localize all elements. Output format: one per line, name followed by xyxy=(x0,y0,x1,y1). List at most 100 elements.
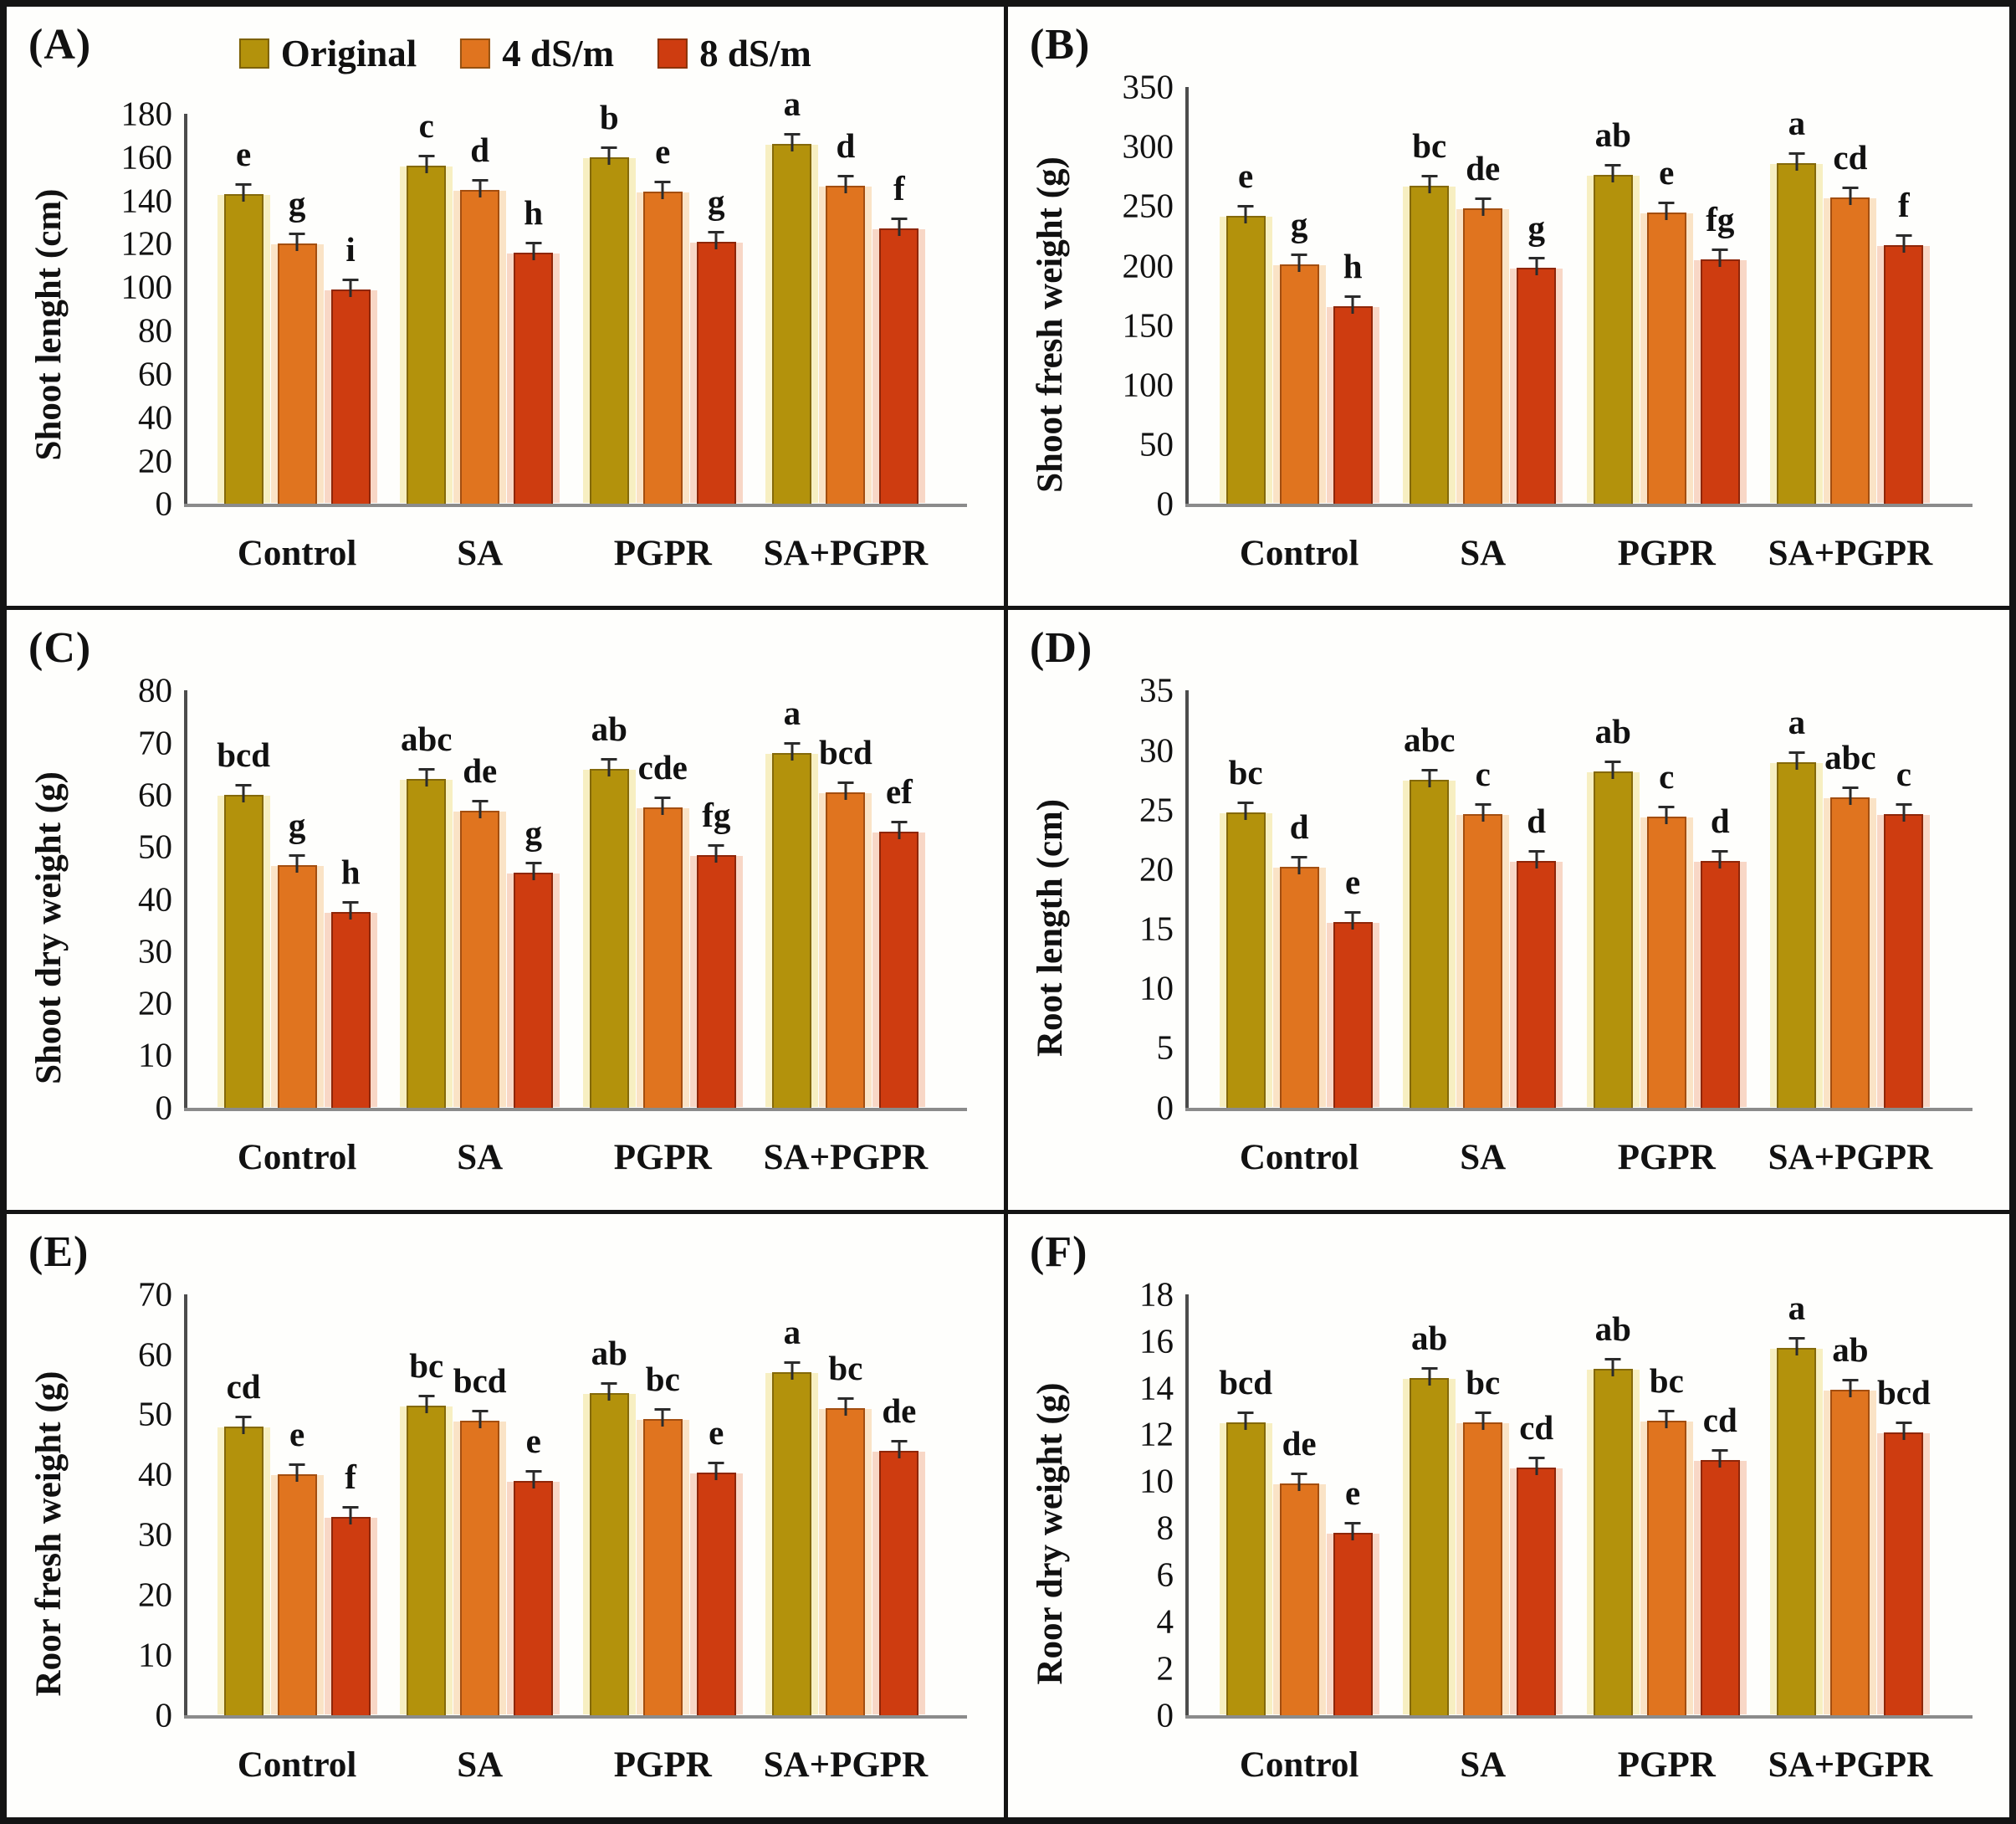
significance-letter: de xyxy=(1282,1424,1317,1463)
bar-8-ds-m xyxy=(514,252,554,505)
error-bar xyxy=(1528,849,1545,868)
bar-original xyxy=(223,193,264,505)
significance-letter: bcd xyxy=(1876,1372,1931,1412)
panel-letter: (C) xyxy=(28,624,92,673)
significance-letter: a xyxy=(1788,104,1806,143)
bar-8-ds-m xyxy=(1517,268,1557,505)
significance-letter: abc xyxy=(1403,720,1456,760)
bar-8-ds-m xyxy=(1333,305,1373,505)
significance-letter: bc xyxy=(1228,752,1263,792)
y-tick-label: 60 xyxy=(138,775,172,814)
significance-letter: bc xyxy=(828,1349,863,1388)
significance-letter: e xyxy=(289,1415,305,1454)
panel-e-root-fresh-weight: (E) Roor fresh weight (g) 0 10 20 30 40 50 60 7… xyxy=(7,1213,1008,1817)
significance-letter: de xyxy=(882,1391,917,1430)
error-bar xyxy=(891,820,908,839)
bar-4-ds-m xyxy=(1279,264,1319,505)
x-category-label: SA+PGPR xyxy=(1768,1137,1933,1177)
y-tick-label: 10 xyxy=(1139,968,1174,1007)
y-tick-label: 50 xyxy=(138,827,172,866)
y-tick-label: 0 xyxy=(1156,484,1174,523)
y-tick-label: 5 xyxy=(1156,1027,1174,1067)
y-tick-label: 300 xyxy=(1122,126,1174,166)
bar-8-ds-m xyxy=(330,1516,371,1715)
error-bar xyxy=(1421,769,1438,788)
bar-original xyxy=(1777,163,1817,505)
bar-groups: bcd de e Control ab bc cd SA ab bc cd PGPR a ab bcd SA+… xyxy=(1189,1289,1961,1785)
barwrap: bcd xyxy=(1877,1294,1931,1715)
x-category-label: PGPR xyxy=(1617,1745,1716,1785)
barwrap: h xyxy=(514,114,554,505)
bar-original xyxy=(1410,186,1450,505)
error-bar xyxy=(1604,1358,1621,1377)
bar-4-ds-m xyxy=(1279,1483,1319,1715)
significance-letter: i xyxy=(345,229,356,269)
barwrap: de xyxy=(1463,87,1503,505)
significance-letter: abc xyxy=(400,720,453,759)
y-tick-label: 70 xyxy=(138,1274,172,1314)
bar-group-control: bcd de e Control xyxy=(1219,1294,1373,1785)
bar-4-ds-m xyxy=(1830,197,1870,505)
error-bar xyxy=(654,181,671,200)
y-tick-label: 50 xyxy=(138,1394,172,1433)
bar-group-pgpr: ab bc e PGPR xyxy=(589,1294,736,1785)
significance-letter: bc xyxy=(1466,1363,1501,1402)
significance-letter: c xyxy=(1896,755,1911,794)
significance-letter: c xyxy=(1475,755,1491,794)
bar-group-sa-pgpr: a cd f SA+PGPR xyxy=(1768,87,1933,573)
error-bar xyxy=(1896,234,1912,254)
significance-letter: de xyxy=(1466,149,1501,188)
significance-letter: d xyxy=(470,130,490,169)
error-bar xyxy=(289,854,305,874)
error-bar xyxy=(1896,803,1912,822)
x-category-label: SA+PGPR xyxy=(1768,534,1933,574)
bar-original xyxy=(1593,771,1633,1108)
bar-group-sa: bc de g SA xyxy=(1410,87,1557,573)
y-tick-label: 150 xyxy=(1122,305,1174,345)
x-category-label: Control xyxy=(1239,534,1359,574)
barwrap: bc xyxy=(1410,87,1450,505)
bar-4-ds-m xyxy=(1830,1390,1870,1715)
legend: Original 4 dS/m 8 dS/m xyxy=(238,32,811,75)
barwrap: d xyxy=(826,114,866,505)
bar-8-ds-m xyxy=(879,1450,919,1715)
bar-8-ds-m xyxy=(1517,1467,1557,1715)
y-tick-label: 35 xyxy=(1139,670,1174,710)
bar-group-pgpr: ab bc cd PGPR xyxy=(1593,1294,1740,1785)
y-tick-label: 10 xyxy=(138,1035,172,1074)
bar-4-ds-m xyxy=(1830,797,1870,1108)
barwrap: cd xyxy=(223,1294,264,1715)
error-bar xyxy=(891,1439,908,1458)
x-category-label: SA xyxy=(1460,534,1507,574)
barwrap: h xyxy=(1333,87,1373,505)
y-tick-label: 14 xyxy=(1139,1368,1174,1407)
panel-a-shoot-length: (A) Original 4 dS/m 8 dS/m Shoot lenght … xyxy=(7,7,1008,611)
significance-letter: cde xyxy=(637,748,688,787)
significance-letter: e xyxy=(1659,152,1675,192)
bar-original xyxy=(1410,1378,1450,1715)
error-bar xyxy=(891,218,908,237)
y-tick-label: 25 xyxy=(1139,790,1174,829)
error-bar xyxy=(1896,1421,1912,1440)
barwrap: f xyxy=(330,1294,371,1715)
barwrap: g xyxy=(696,114,736,505)
y-tick-label: 70 xyxy=(138,723,172,762)
bar-group-sa: ab bc cd SA xyxy=(1410,1294,1557,1785)
bar-group-control: bcd g h Control xyxy=(217,690,371,1177)
significance-letter: e xyxy=(235,134,252,173)
significance-letter: h xyxy=(340,853,361,892)
barwrap: abc xyxy=(401,690,452,1108)
panel-f-root-dry-weight: (F) Roor dry weight (g) 0 2 4 6 8 10 12 14 16 18 b… xyxy=(1008,1213,2009,1817)
barwrap: d xyxy=(1517,690,1557,1108)
error-bar xyxy=(654,1407,671,1427)
y-tick-label: 0 xyxy=(155,1695,173,1734)
x-category-label: SA+PGPR xyxy=(763,534,929,574)
bar-8-ds-m xyxy=(514,873,554,1108)
error-bar xyxy=(525,241,542,260)
significance-letter: b xyxy=(599,97,619,136)
error-bar xyxy=(1475,803,1492,822)
barwrap: g xyxy=(277,690,317,1108)
significance-letter: h xyxy=(524,192,544,232)
significance-letter: e xyxy=(525,1421,541,1460)
x-category-label: SA+PGPR xyxy=(1768,1745,1933,1785)
